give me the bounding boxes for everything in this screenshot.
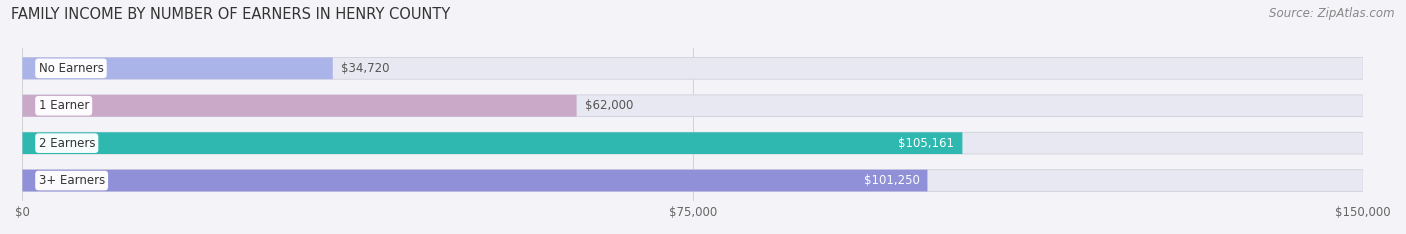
Text: No Earners: No Earners: [38, 62, 104, 75]
FancyBboxPatch shape: [22, 95, 1364, 117]
Text: $62,000: $62,000: [585, 99, 633, 112]
Text: 1 Earner: 1 Earner: [38, 99, 89, 112]
FancyBboxPatch shape: [22, 58, 333, 79]
Text: $105,161: $105,161: [898, 137, 955, 150]
Text: 3+ Earners: 3+ Earners: [38, 174, 105, 187]
Text: FAMILY INCOME BY NUMBER OF EARNERS IN HENRY COUNTY: FAMILY INCOME BY NUMBER OF EARNERS IN HE…: [11, 7, 450, 22]
Text: Source: ZipAtlas.com: Source: ZipAtlas.com: [1270, 7, 1395, 20]
Text: $34,720: $34,720: [340, 62, 389, 75]
FancyBboxPatch shape: [22, 170, 1364, 191]
Text: 2 Earners: 2 Earners: [38, 137, 96, 150]
Text: $101,250: $101,250: [863, 174, 920, 187]
FancyBboxPatch shape: [22, 132, 962, 154]
FancyBboxPatch shape: [22, 95, 576, 117]
FancyBboxPatch shape: [22, 170, 928, 191]
FancyBboxPatch shape: [22, 132, 1364, 154]
FancyBboxPatch shape: [22, 58, 1364, 79]
